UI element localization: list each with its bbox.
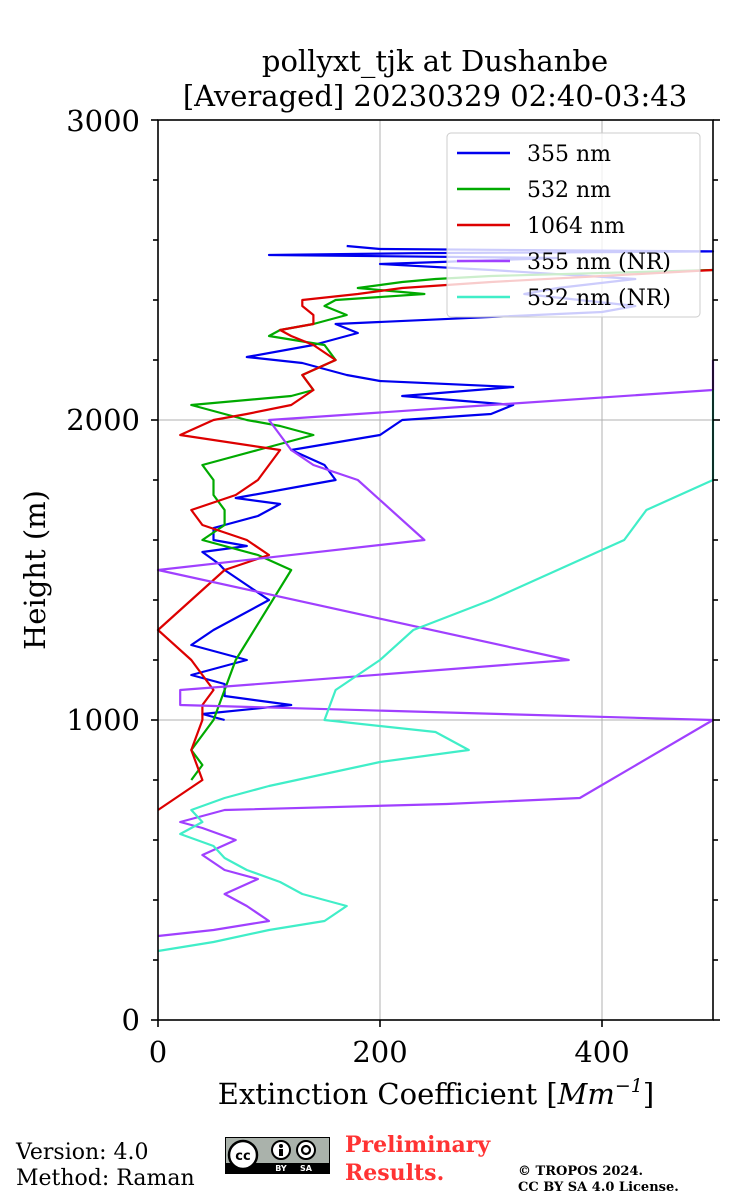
chart-title-line1: pollyxt_tjk at Dushanbe <box>262 44 608 79</box>
legend: 355 nm 532 nm 1064 nm 355 nm (NR) 532 nm (NR… <box>446 132 701 318</box>
cc-by-sa-badge: cc BY SA <box>225 1137 330 1174</box>
legend-label-4: 532 nm (NR) <box>527 286 671 311</box>
x-tick-label-0: 0 <box>149 1035 167 1069</box>
y-tick-label-3000: 3000 <box>66 104 140 138</box>
series-line-2 <box>156 268 714 811</box>
legend-label-3: 355 nm (NR) <box>527 250 671 275</box>
preliminary-notice: Preliminary Results. <box>345 1131 490 1187</box>
series-layer <box>156 244 715 953</box>
series-line-3 <box>156 360 715 938</box>
sa-label: SA <box>300 1164 313 1173</box>
legend-label-0: 355 nm <box>527 142 611 167</box>
legend-entries: 355 nm 532 nm 1064 nm 355 nm (NR) 532 nm (NR… <box>457 142 671 311</box>
x-axis-title-text: Extinction Coefficient [ <box>218 1077 558 1111</box>
preliminary-line1: Preliminary <box>345 1132 491 1158</box>
y-tick-label-1000: 1000 <box>66 703 140 737</box>
method-text: Method: Raman <box>16 1166 195 1191</box>
attribution-icon-body <box>279 1149 283 1156</box>
x-axis-title-exp: −1 <box>615 1075 643 1097</box>
x-tick-label-400: 400 <box>574 1035 629 1069</box>
attribution-icon-head <box>279 1144 283 1148</box>
copyright-line1: © TROPOS 2024. <box>518 1164 644 1179</box>
y-tick-label-2000: 2000 <box>66 403 140 437</box>
copyright-notice: © TROPOS 2024. CC BY SA 4.0 License. <box>518 1164 679 1196</box>
x-axis-title-close: ] <box>643 1077 654 1111</box>
share-alike-icon-arc <box>300 1144 312 1156</box>
legend-label-2: 1064 nm <box>527 214 625 239</box>
chart-title-line2: [Averaged] 20230329 02:40-03:43 <box>183 79 687 113</box>
axis-ticks <box>151 119 720 1027</box>
footer-info: Version: 4.0 Method: Raman <box>16 1140 195 1192</box>
x-tick-label-200: 200 <box>352 1035 407 1069</box>
cc-icon <box>227 1139 259 1171</box>
legend-box <box>446 132 701 318</box>
copyright-line2: CC BY SA 4.0 License. <box>518 1180 679 1195</box>
version-text: Version: 4.0 <box>16 1140 149 1165</box>
by-label: BY <box>275 1164 287 1173</box>
x-axis-title: Extinction Coefficient [Mm−1] <box>218 1075 654 1111</box>
series-line-1 <box>190 268 714 781</box>
y-axis-title: Height (m) <box>18 490 52 650</box>
preliminary-line2: Results. <box>345 1160 445 1186</box>
series-line-4 <box>157 390 715 953</box>
x-axis-title-unit: Mm <box>557 1077 615 1111</box>
plot-frame <box>157 119 714 1021</box>
y-tick-label-0: 0 <box>122 1003 140 1037</box>
share-alike-icon <box>296 1140 316 1160</box>
cc-icon-label: cc <box>235 1149 250 1164</box>
legend-label-1: 532 nm <box>527 178 611 203</box>
